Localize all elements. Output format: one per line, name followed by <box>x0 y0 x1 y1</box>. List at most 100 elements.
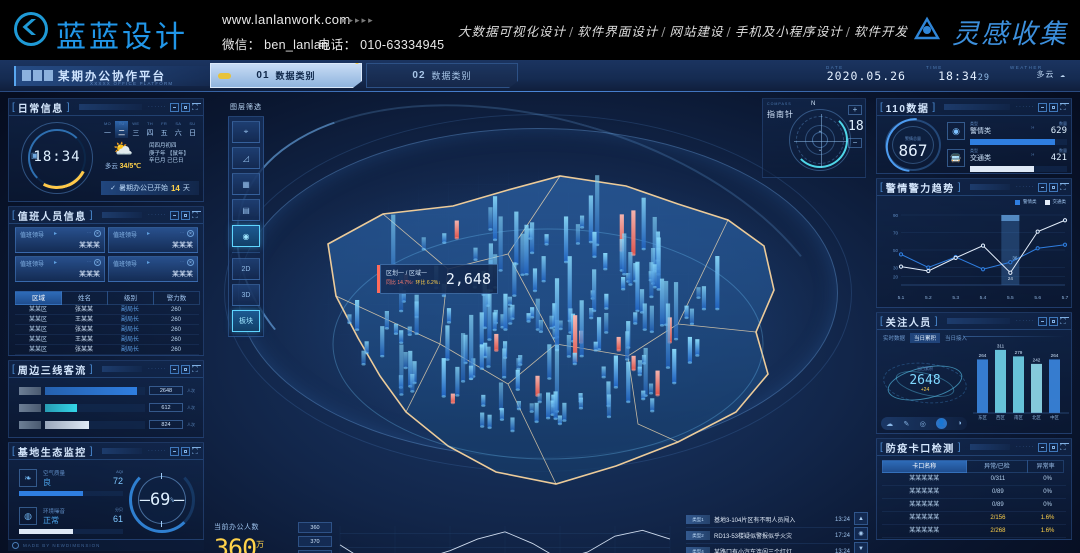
panel-title: 警情警力趋势 <box>886 180 955 195</box>
minimize-icon[interactable] <box>170 447 179 456</box>
chevron-right-icon: ›› <box>1031 125 1034 131</box>
maximize-icon[interactable] <box>1049 317 1058 326</box>
duty-col-3[interactable]: 警力数 <box>153 291 200 305</box>
maximize-icon[interactable] <box>1049 443 1058 452</box>
card-dots: ··· <box>87 259 91 264</box>
table-row[interactable]: 某某某某某 2/156 1.6% <box>882 512 1066 525</box>
data-tab-01[interactable]: 01 数据类别 <box>210 63 362 88</box>
fullscreen-icon[interactable] <box>192 447 201 456</box>
flow-unit: 人次 <box>187 388 195 394</box>
grid-icon[interactable]: ▦ <box>232 173 260 195</box>
checkpoint-col-1[interactable]: 异常/已检 <box>966 460 1029 473</box>
table-row[interactable]: 某某某某某 0/89 0% <box>882 499 1066 512</box>
compass-dial[interactable]: ⌃ ⌄ <box>789 109 851 171</box>
fullscreen-icon[interactable] <box>1060 183 1069 192</box>
svg-text:5.4: 5.4 <box>980 295 987 301</box>
focus-tab[interactable]: 当日累积 <box>910 333 940 343</box>
zoom-out-button[interactable]: − <box>848 138 862 148</box>
week-day-SA[interactable]: SA 六 <box>172 121 185 138</box>
credit-icon <box>12 542 19 549</box>
list-icon[interactable]: ▤ <box>232 199 260 221</box>
close-icon[interactable]: × <box>187 259 194 266</box>
minimize-icon[interactable] <box>170 103 179 112</box>
focus-tab[interactable]: 实时数据 <box>883 334 905 342</box>
fullscreen-icon[interactable] <box>192 211 201 220</box>
person-icon[interactable]: 👤 <box>936 418 947 429</box>
table-row[interactable]: 某某区 王某某 副局长 260 <box>15 315 199 325</box>
duty-col-0[interactable]: 区域 <box>15 291 62 305</box>
duty-col-1[interactable]: 姓名 <box>61 291 108 305</box>
scroll-up-button[interactable]: ▲ <box>854 512 868 525</box>
eye-icon[interactable]: ◑ <box>958 420 962 427</box>
minimize-icon[interactable] <box>1038 443 1047 452</box>
week-day-SU[interactable]: SU 日 <box>186 121 199 138</box>
alert-row[interactable]: 类型2 RD13-53楼疑似警报似乎火灾 17:24 <box>686 528 850 544</box>
pan-down-icon[interactable]: ⌄ <box>817 146 822 153</box>
item-track <box>970 166 1067 172</box>
view-button-3D[interactable]: 3D <box>232 284 260 306</box>
table-row[interactable]: 某某某某某 0/89 0% <box>882 486 1066 499</box>
zoom-in-button[interactable]: + <box>848 105 862 115</box>
close-icon[interactable]: × <box>94 259 101 266</box>
checkpoint-col-2[interactable]: 异常率 <box>1027 460 1064 473</box>
week-day-TH[interactable]: TH 四 <box>143 121 156 138</box>
table-row[interactable]: 某某区 张某某 副局长 260 <box>15 325 199 335</box>
item-track <box>970 139 1067 145</box>
minimize-icon[interactable] <box>170 365 179 374</box>
maximize-icon[interactable] <box>181 103 190 112</box>
alert-row[interactable]: 类型1 基地3-104片区有不明人员闯入 13:24 <box>686 512 850 528</box>
fullscreen-icon[interactable] <box>1060 443 1069 452</box>
maximize-icon[interactable] <box>181 365 190 374</box>
week-day-WE[interactable]: WE 三 <box>129 121 142 138</box>
week-day-FR[interactable]: FR 五 <box>158 121 171 138</box>
svg-text:东区: 东区 <box>978 414 987 420</box>
poi-icon[interactable]: ◉ <box>232 225 260 247</box>
view-button-板块[interactable]: 板块 <box>232 310 260 332</box>
view-button-2D[interactable]: 2D <box>232 258 260 280</box>
table-row[interactable]: 某某某某某 0/311 0% <box>882 473 1066 486</box>
flow-bar: 2648 人次 <box>19 385 195 396</box>
table-row[interactable]: 某某区 张某某 副局长 260 <box>15 305 199 315</box>
focus-divider <box>963 336 1065 337</box>
data-tab-02[interactable]: 02 数据类别 <box>366 63 518 88</box>
duty-card[interactable]: 值班领导 ▸ ··· × 某某某 <box>108 256 198 282</box>
minimize-icon[interactable] <box>170 211 179 220</box>
table-row[interactable]: 某某某某某 2/268 1.6% <box>882 525 1066 538</box>
alert-row[interactable]: 类型4 某路口有小汽车连闯三个红灯 13:24 <box>686 544 850 553</box>
location-icon[interactable]: ⌖ <box>232 121 260 143</box>
target-icon[interactable]: ◎ <box>920 420 926 428</box>
sector-icon[interactable]: ◿ <box>232 147 260 169</box>
close-icon[interactable]: × <box>94 230 101 237</box>
checkpoint-col-0[interactable]: 卡口名称 <box>882 460 967 473</box>
alert-dot-button[interactable]: ◉ <box>854 527 868 540</box>
week-day-TU[interactable]: TU 二 <box>115 121 128 138</box>
table-row[interactable]: 某某区 王某某 副局长 260 <box>15 335 199 345</box>
fullscreen-icon[interactable] <box>1060 103 1069 112</box>
duty-col-2[interactable]: 级别 <box>107 291 154 305</box>
close-icon[interactable]: × <box>187 230 194 237</box>
duty-card[interactable]: 值班领导 ▸ ··· × 某某某 <box>15 227 105 253</box>
fullscreen-icon[interactable] <box>1060 317 1069 326</box>
fullscreen-icon[interactable] <box>192 365 201 374</box>
pan-up-icon[interactable]: ⌃ <box>817 130 822 137</box>
svg-text:5.2: 5.2 <box>925 295 932 301</box>
duty-card[interactable]: 值班领导 ▸ ··· × 某某某 <box>15 256 105 282</box>
maximize-icon[interactable] <box>181 447 190 456</box>
cell-count: 260 <box>153 335 199 344</box>
maximize-icon[interactable] <box>181 211 190 220</box>
scroll-down-button[interactable]: ▼ <box>854 542 868 553</box>
duty-card[interactable]: 值班领导 ▸ ··· × 某某某 <box>108 227 198 253</box>
bracket-right: ] <box>929 102 938 113</box>
minimize-icon[interactable] <box>1038 317 1047 326</box>
table-row[interactable]: 某某区 张某某 副局长 260 <box>15 345 199 355</box>
brush-icon[interactable]: ✎ <box>904 420 910 428</box>
maximize-icon[interactable] <box>1049 103 1058 112</box>
maximize-icon[interactable] <box>1049 183 1058 192</box>
cloud-icon[interactable]: ☁ <box>886 420 893 428</box>
duty-role: 值班领导 <box>20 259 44 268</box>
week-day-MO[interactable]: MO 一 <box>101 121 114 138</box>
fullscreen-icon[interactable] <box>192 103 201 112</box>
minimize-icon[interactable] <box>1038 103 1047 112</box>
close-icon[interactable] <box>1038 183 1047 192</box>
office-line-chart: 04812162024 <box>336 520 674 553</box>
